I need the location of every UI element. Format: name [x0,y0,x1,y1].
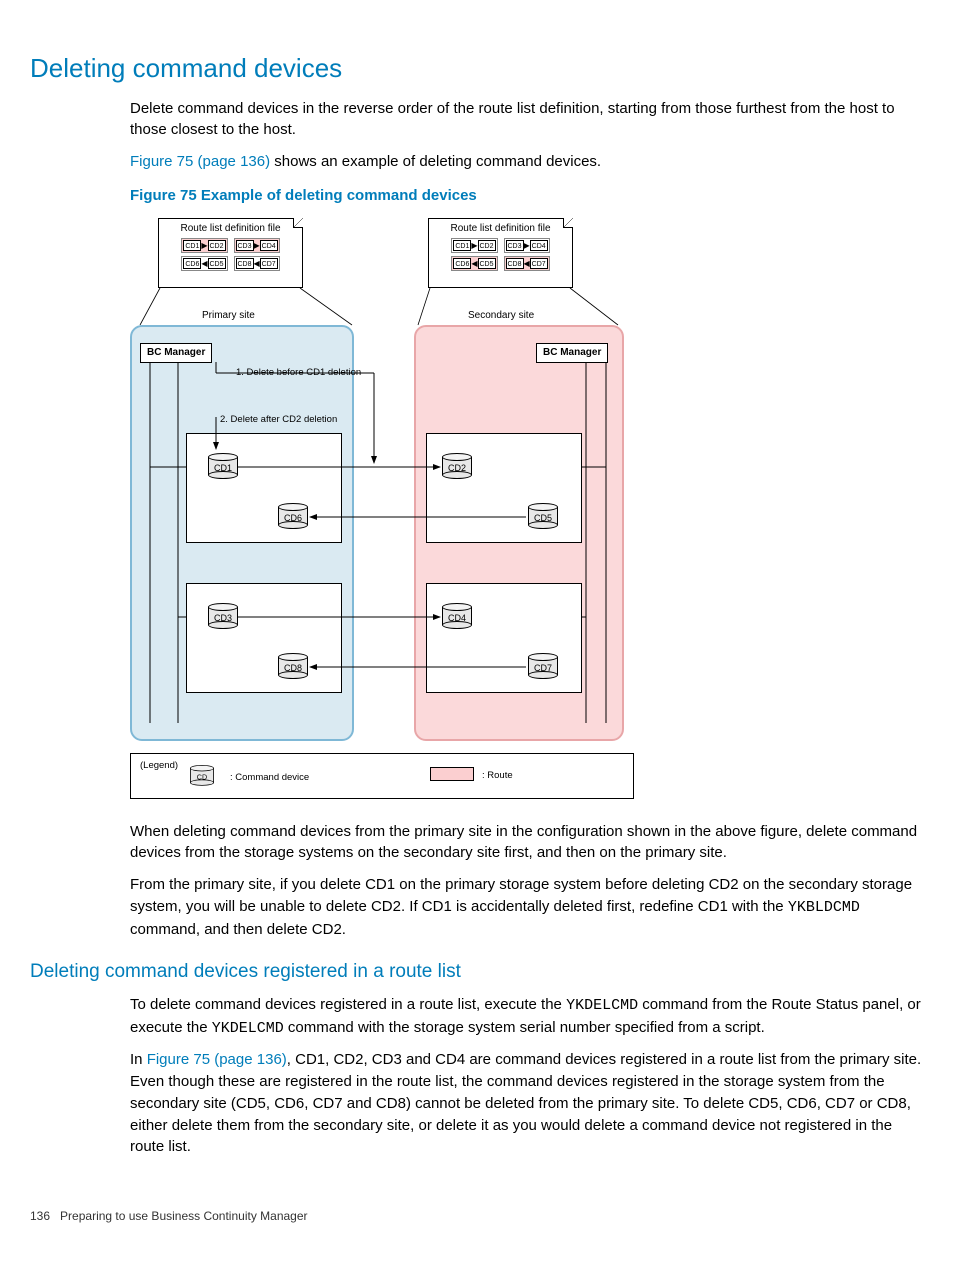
cd1-label: CD1 [208,462,238,475]
figure-title: Figure 75 Example of deleting command de… [130,185,924,207]
legend-label: (Legend) [140,759,178,773]
note-2: 2. Delete after CD2 deletion [220,413,337,427]
legend-route-swatch [430,767,474,781]
footer-page-number: 136 [30,1209,50,1223]
footer-text: Preparing to use Business Continuity Man… [60,1209,307,1223]
content-block-2: To delete command devices registered in … [130,994,924,1158]
cd6-label: CD6 [278,512,308,525]
heading-deleting-command-devices: Deleting command devices [30,50,924,88]
p5a: To delete command devices registered in … [130,996,566,1013]
page-footer: 136 Preparing to use Business Continuity… [30,1208,924,1225]
p4b: command, and then delete CD2. [130,921,346,938]
ykbldcmd-code: YKBLDCMD [788,899,860,916]
figure-75-link-2[interactable]: Figure 75 (page 136) [147,1051,287,1068]
cd7-label: CD7 [528,662,558,675]
note-1: 1. Delete before CD1 deletion [236,366,361,380]
legend-cylinder-icon: CD [190,765,214,792]
legend-route-text: : Route [482,769,513,783]
cd8-label: CD8 [278,662,308,675]
legend-cmd-text: : Command device [230,771,309,785]
explain-para-1: When deleting command devices from the p… [130,821,924,865]
cd3-label: CD3 [208,612,238,625]
cd5-label: CD5 [528,512,558,525]
heading-deleting-registered: Deleting command devices registered in a… [30,958,924,986]
intro-para-2: Figure 75 (page 136) shows an example of… [130,151,924,173]
cd4-label: CD4 [442,612,472,625]
figure-75-diagram: Route list definition file CD1▶CD2 CD3▶C… [130,213,640,803]
ykdelcmd-code-2: YKDELCMD [212,1020,284,1037]
cd2-label: CD2 [442,462,472,475]
p5c: command with the storage system serial n… [284,1019,765,1036]
legend-cd-label: CD [190,772,214,782]
intro-para-2-rest: shows an example of deleting command dev… [270,153,601,170]
content-block: Delete command devices in the reverse or… [130,98,924,941]
route-list-para-1: To delete command devices registered in … [130,994,924,1040]
connection-lines-svg [130,213,640,803]
ykdelcmd-code-1: YKDELCMD [566,997,638,1014]
intro-para-1: Delete command devices in the reverse or… [130,98,924,142]
p6a: In [130,1051,147,1068]
route-list-para-2: In Figure 75 (page 136), CD1, CD2, CD3 a… [130,1049,924,1158]
figure-75-link[interactable]: Figure 75 (page 136) [130,153,270,170]
explain-para-2: From the primary site, if you delete CD1… [130,874,924,940]
